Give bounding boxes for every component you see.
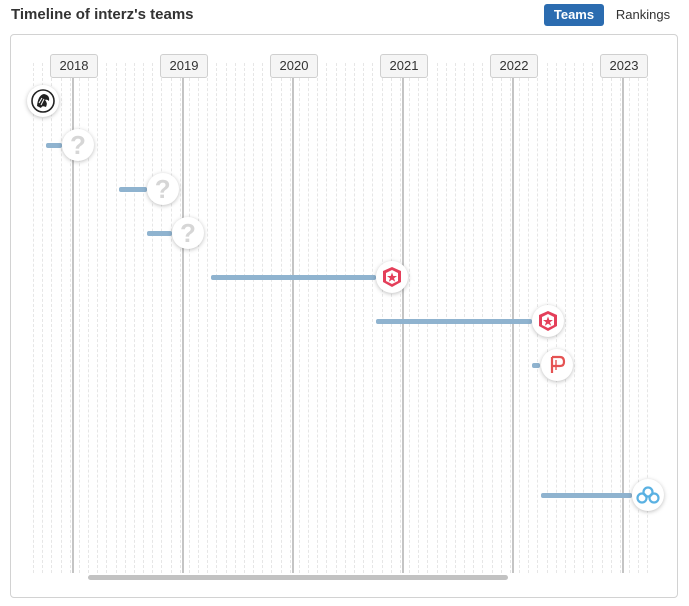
year-gridline [182,75,184,573]
month-gridline [482,63,484,573]
month-gridline [207,63,209,573]
month-gridline [610,63,612,573]
month-gridline [519,63,520,573]
gambit-icon[interactable] [531,305,564,337]
tab-rankings[interactable]: Rankings [615,7,671,22]
month-gridline [88,63,89,573]
unknown-team-icon[interactable]: ? [146,173,179,205]
month-gridline [409,63,410,573]
month-gridline [161,63,163,573]
month-gridline [262,63,264,573]
month-gridline [564,63,566,573]
month-gridline [528,63,530,573]
month-gridline [33,63,34,573]
year-label: 2020 [270,54,318,78]
stint-bar[interactable] [210,275,376,280]
month-gridline [491,63,493,573]
stint-bar[interactable] [45,143,62,148]
year-gridline [292,75,294,573]
month-gridline [381,63,383,573]
month-gridline [124,63,126,573]
month-gridline [188,63,190,573]
month-gridline [399,63,401,573]
month-gridline [317,63,319,573]
month-gridline [143,63,144,573]
header: Timeline of interz's teams Teams Ranking… [0,0,689,32]
month-gridline [289,63,291,573]
month-gridline [574,63,575,573]
team-p-icon[interactable] [540,349,573,381]
month-gridline [372,63,374,573]
month-gridline [271,63,273,573]
stint-bar[interactable] [540,493,632,498]
month-gridline [78,63,80,573]
month-gridline [473,63,475,573]
cloud9-icon[interactable] [631,479,664,511]
year-label: 2023 [600,54,648,78]
month-gridline [60,63,62,573]
month-gridline [225,63,227,573]
unknown-team-icon[interactable]: ? [172,217,204,249]
month-gridline [152,63,154,573]
year-label: 2021 [380,54,428,78]
month-gridline [418,63,420,573]
month-gridline [619,63,621,573]
month-gridline [326,63,328,573]
year-gridline [512,75,514,573]
year-gridline [402,75,404,573]
month-gridline [363,63,365,573]
month-gridline [601,63,603,573]
stint-bar[interactable] [146,231,172,236]
month-gridline [335,63,337,573]
month-gridline [592,63,594,573]
gambit-icon[interactable] [375,261,408,293]
month-gridline [234,63,236,573]
month-gridline [106,63,108,573]
page-title: Timeline of interz's teams [11,6,194,23]
month-gridline [298,63,300,573]
month-gridline [280,63,282,573]
month-gridline [253,63,255,573]
tab-teams[interactable]: Teams [544,4,604,26]
month-gridline [308,63,310,573]
year-gridline [72,75,74,573]
year-label: 2019 [160,54,208,78]
month-gridline [115,63,117,573]
year-gridline [622,75,624,573]
year-label: 2018 [50,54,98,78]
month-gridline [464,63,465,573]
month-gridline [629,63,630,573]
month-gridline [647,63,649,573]
stint-bar[interactable] [531,363,541,368]
month-gridline [500,63,502,573]
month-gridline [216,63,218,573]
month-gridline [436,63,438,573]
year-label: 2022 [490,54,538,78]
month-gridline [170,63,172,573]
month-gridline [454,63,456,573]
stint-bar[interactable] [119,187,147,192]
month-gridline [97,63,99,573]
month-gridline [42,63,44,573]
month-gridline [69,63,71,573]
month-gridline [390,63,392,573]
month-gridline [427,63,429,573]
month-gridline [243,63,245,573]
month-gridline [445,63,447,573]
month-gridline [198,63,200,573]
stint-bar[interactable] [375,319,532,324]
lion-emblem-icon[interactable] [27,85,59,117]
month-gridline [51,63,53,573]
month-gridline [353,63,355,573]
horizontal-scrollbar[interactable] [88,575,508,580]
timeline-plot[interactable]: 2018 2019 2020 2021 2022 2023??? [11,35,677,597]
month-gridline [179,63,181,573]
month-gridline [133,63,135,573]
timeline-panel: 2018 2019 2020 2021 2022 2023??? [10,34,678,598]
month-gridline [344,63,346,573]
month-gridline [509,63,511,573]
month-gridline [583,63,585,573]
month-gridline [638,63,640,573]
unknown-team-icon[interactable]: ? [62,129,94,161]
